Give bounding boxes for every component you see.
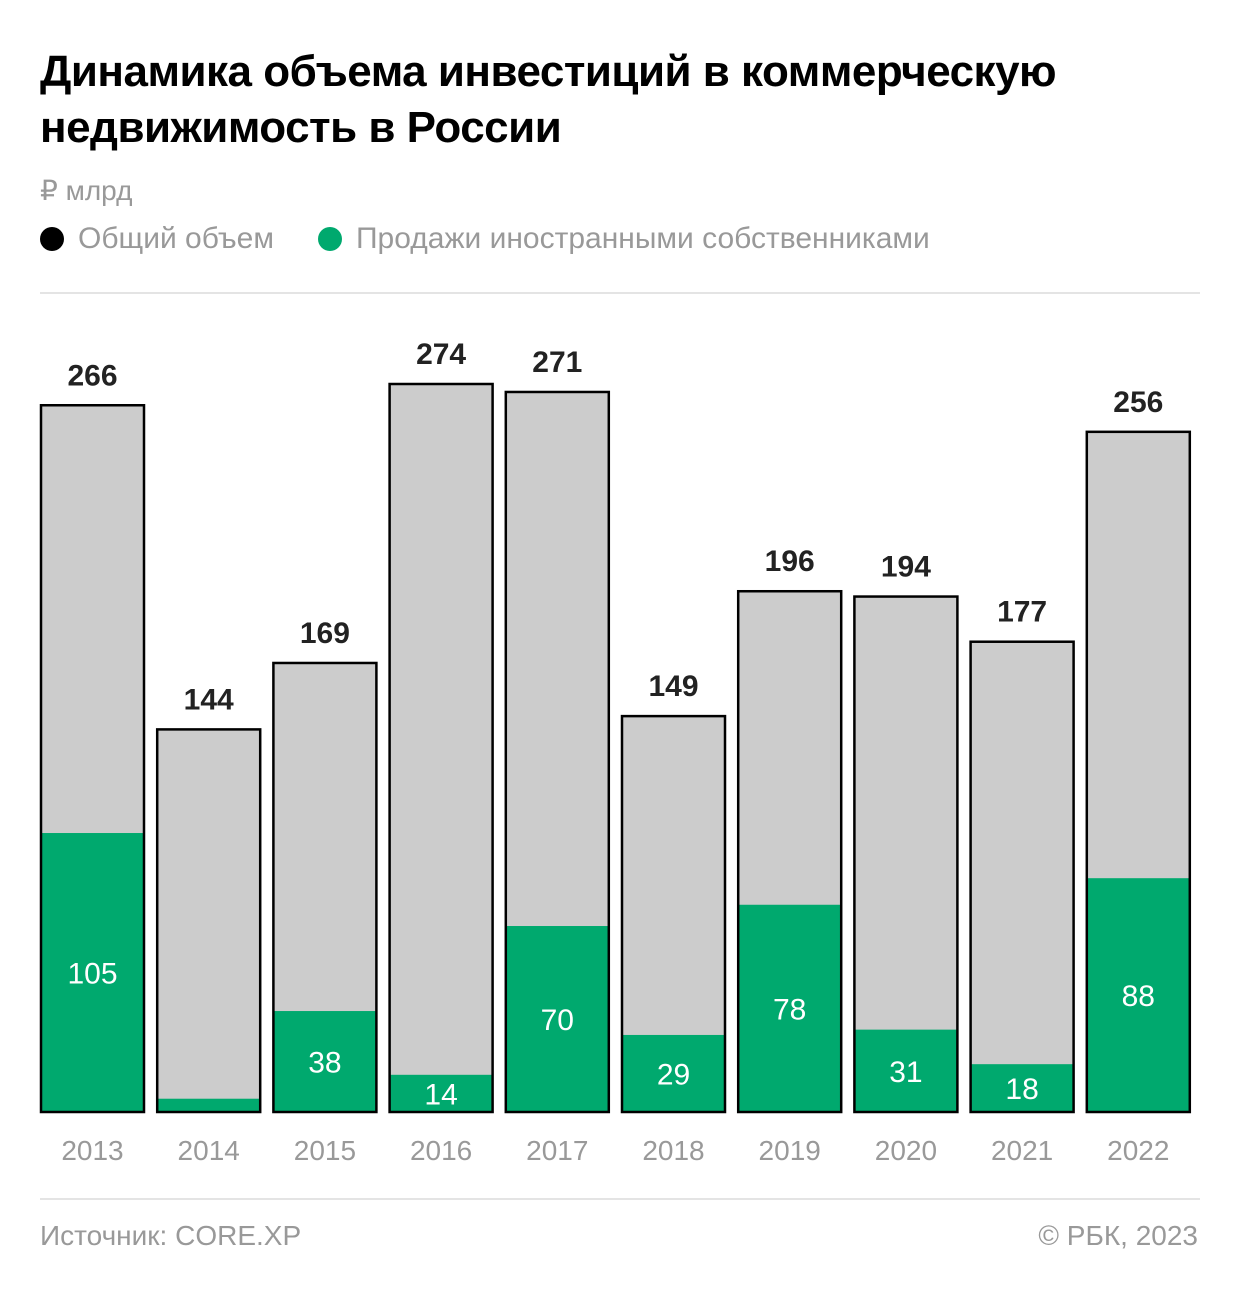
bar-outline-2018 — [620, 714, 727, 1114]
x-tick-2020: 2020 — [875, 1135, 937, 1166]
total-label-2022: 256 — [1113, 386, 1163, 419]
x-tick-2019: 2019 — [759, 1135, 821, 1166]
bar-foreign-2020 — [854, 1029, 958, 1112]
foreign-label-2022: 88 — [1122, 980, 1155, 1013]
foreign-label-2019: 78 — [773, 993, 806, 1026]
bar-foreign-2022 — [1086, 878, 1190, 1112]
x-tick-2017: 2017 — [526, 1135, 588, 1166]
bar-outline-2013 — [39, 404, 146, 1114]
x-tick-2018: 2018 — [642, 1135, 704, 1166]
total-label-2018: 149 — [648, 670, 698, 703]
legend-dot-total — [40, 227, 64, 251]
bar-outline-2015 — [272, 661, 378, 1114]
total-label-2021: 177 — [997, 596, 1047, 629]
bar-outline-2019 — [736, 589, 843, 1114]
copyright: © РБК, 2023 — [1038, 1220, 1198, 1251]
bar-foreign-2013 — [41, 833, 144, 1112]
bar-foreign-2019 — [738, 904, 842, 1112]
legend-label-foreign: Продажи иностранными собственниками — [355, 222, 930, 255]
foreign-label-2016: 14 — [424, 1078, 457, 1111]
bar-outline-2021 — [969, 640, 1075, 1114]
foreign-label-2018: 29 — [657, 1058, 690, 1091]
total-label-2017: 271 — [532, 346, 582, 379]
x-tick-2015: 2015 — [294, 1135, 356, 1166]
total-label-2015: 169 — [300, 617, 350, 650]
foreign-label-2017: 70 — [541, 1004, 574, 1037]
x-tick-2014: 2014 — [178, 1135, 240, 1166]
bar-outline-2016 — [388, 382, 494, 1114]
bar-total-2016 — [389, 384, 493, 1112]
bar-foreign-2014 — [157, 1098, 261, 1112]
x-tick-2013: 2013 — [61, 1135, 123, 1166]
legend-item-foreign: Продажи иностранными собственниками — [317, 222, 930, 256]
legend: Общий объем Продажи иностранными собстве… — [40, 222, 974, 256]
bar-foreign-2015 — [273, 1011, 377, 1112]
bar-total-2020 — [854, 596, 958, 1112]
bar-outline-2017 — [504, 390, 611, 1114]
source-note: Источник: CORE.XP — [40, 1220, 302, 1251]
bar-foreign-2021 — [970, 1064, 1074, 1112]
x-tick-2021: 2021 — [991, 1135, 1053, 1166]
foreign-label-2021: 18 — [1005, 1073, 1038, 1106]
legend-label-total: Общий объем — [78, 222, 274, 255]
legend-dot-foreign — [317, 227, 342, 251]
x-tick-2016: 2016 — [410, 1135, 472, 1166]
total-label-2019: 196 — [765, 545, 815, 578]
bar-foreign-2017 — [505, 926, 609, 1112]
total-label-2014: 144 — [184, 683, 234, 716]
bar-foreign-2018 — [622, 1034, 725, 1112]
total-label-2013: 266 — [67, 359, 117, 392]
total-label-2016: 274 — [416, 338, 466, 371]
chart-title: Динамика объема инвестиций в коммерческу… — [40, 47, 1057, 152]
bar-total-2021 — [970, 641, 1074, 1112]
bar-outline-2020 — [853, 595, 959, 1114]
foreign-label-2013: 105 — [67, 958, 117, 991]
top-divider — [40, 292, 1200, 294]
bar-foreign-2016 — [389, 1074, 493, 1112]
unit-label: ₽ млрд — [40, 175, 133, 206]
x-tick-2022: 2022 — [1107, 1135, 1169, 1166]
bottom-divider — [40, 1198, 1200, 1200]
total-label-2020: 194 — [881, 551, 931, 584]
foreign-label-2015: 38 — [308, 1047, 341, 1080]
bar-outline-2022 — [1085, 430, 1192, 1114]
bar-total-2014 — [157, 729, 261, 1112]
legend-item-total: Общий объем — [40, 222, 274, 256]
bar-outline-2014 — [155, 728, 262, 1114]
foreign-label-2020: 31 — [889, 1056, 922, 1089]
